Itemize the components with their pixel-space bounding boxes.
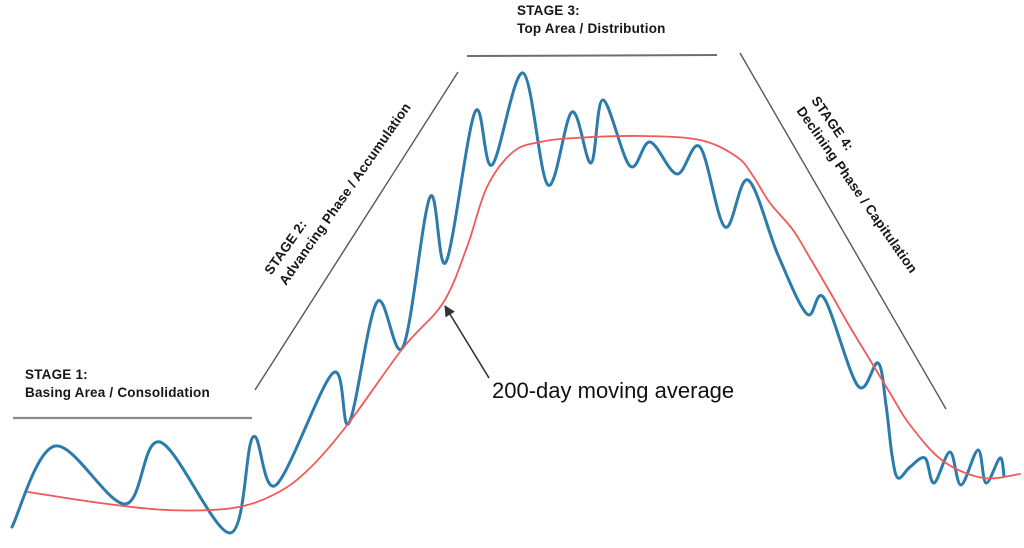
stage3-overline — [466, 54, 718, 57]
stage-3-label: STAGE 3: Top Area / Distribution — [517, 2, 666, 38]
stage-3-title: STAGE 3: — [517, 3, 580, 18]
stage-1-title: STAGE 1: — [25, 367, 88, 382]
stage2-diagonal — [254, 71, 459, 391]
moving-average-line — [27, 135, 1021, 512]
moving-average-annotation-label: 200-day moving average — [492, 378, 735, 403]
moving-average-arrow — [444, 305, 490, 379]
price-line — [10, 71, 1006, 535]
stage-1-subtitle: Basing Area / Consolidation — [25, 385, 210, 400]
stage-1-label: STAGE 1: Basing Area / Consolidation — [25, 366, 210, 402]
stage-3-subtitle: Top Area / Distribution — [517, 21, 666, 36]
stage4-diagonal — [739, 52, 947, 410]
